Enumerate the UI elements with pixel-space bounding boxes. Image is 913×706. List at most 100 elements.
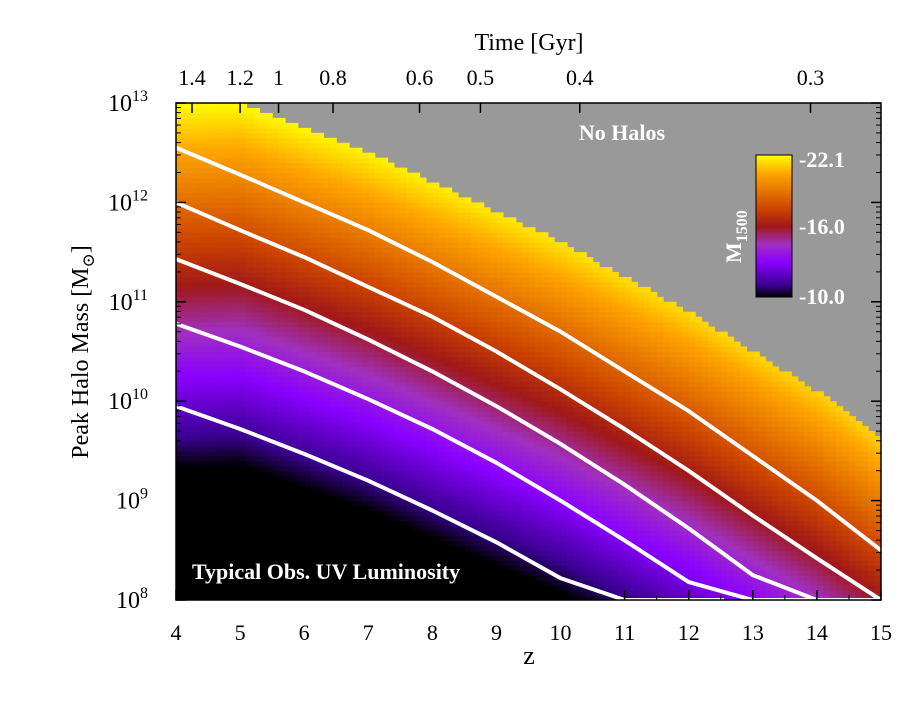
heatmap-cell bbox=[233, 252, 241, 258]
heatmap-cell bbox=[188, 545, 196, 551]
heatmap-cell bbox=[451, 281, 459, 288]
heatmap-cell bbox=[201, 127, 209, 134]
heatmap-cell bbox=[464, 575, 472, 581]
heatmap-cell bbox=[477, 475, 485, 482]
heatmap-cell bbox=[240, 157, 248, 164]
heatmap-cell bbox=[496, 301, 504, 308]
heatmap-cell bbox=[393, 570, 401, 576]
heatmap-cell bbox=[464, 391, 472, 397]
heatmap-cell bbox=[438, 560, 446, 566]
heatmap-cell bbox=[368, 207, 376, 213]
heatmap-cell bbox=[464, 480, 472, 487]
heatmap-cell bbox=[355, 401, 363, 407]
heatmap-cell bbox=[387, 162, 395, 169]
heatmap-cell bbox=[522, 525, 530, 532]
heatmap-cell bbox=[323, 580, 331, 586]
heatmap-cell bbox=[381, 281, 389, 288]
heatmap-cell bbox=[284, 495, 292, 502]
heatmap-cell bbox=[304, 187, 312, 194]
heatmap-cell bbox=[252, 475, 260, 482]
heatmap-cell bbox=[483, 296, 491, 303]
heatmap-cell bbox=[278, 252, 286, 258]
heatmap-cell bbox=[240, 112, 248, 119]
heatmap-cell bbox=[477, 311, 485, 318]
heatmap-cell bbox=[246, 411, 254, 417]
heatmap-cell bbox=[502, 306, 510, 313]
heatmap-cell bbox=[381, 510, 389, 517]
heatmap-cell bbox=[470, 590, 478, 596]
heatmap-cell bbox=[445, 366, 453, 372]
heatmap-cell bbox=[522, 431, 530, 437]
heatmap-cell bbox=[387, 192, 395, 199]
heatmap-cell bbox=[252, 361, 260, 368]
heatmap-cell bbox=[188, 112, 196, 119]
heatmap-cell bbox=[252, 142, 260, 149]
heatmap-cell bbox=[483, 480, 491, 487]
heatmap-cell bbox=[188, 291, 196, 298]
heatmap-cell bbox=[265, 386, 273, 392]
heatmap-cell bbox=[220, 331, 228, 338]
heatmap-cell bbox=[317, 490, 325, 497]
heatmap-cell bbox=[336, 247, 344, 253]
heatmap-cell bbox=[176, 177, 184, 184]
heatmap-cell bbox=[182, 177, 190, 184]
heatmap-cell bbox=[304, 455, 312, 462]
heatmap-cell bbox=[201, 366, 209, 372]
heatmap-cell bbox=[381, 316, 389, 323]
heatmap-cell bbox=[522, 316, 530, 323]
heatmap-cell bbox=[342, 177, 350, 184]
heatmap-cell bbox=[496, 475, 504, 482]
heatmap-cell bbox=[464, 371, 472, 377]
heatmap-cell bbox=[400, 590, 408, 596]
heatmap-cell bbox=[182, 480, 190, 487]
heatmap-cell bbox=[310, 386, 318, 392]
heatmap-cell bbox=[349, 271, 357, 278]
heatmap-cell bbox=[265, 580, 273, 586]
heatmap-cell bbox=[483, 470, 491, 477]
heatmap-cell bbox=[265, 595, 273, 600]
heatmap-cell bbox=[246, 187, 254, 194]
heatmap-cell bbox=[387, 595, 395, 600]
heatmap-cell bbox=[220, 560, 228, 566]
heatmap-cell bbox=[291, 306, 299, 313]
heatmap-cell bbox=[387, 281, 395, 288]
heatmap-cell bbox=[265, 306, 273, 313]
heatmap-cell bbox=[349, 217, 357, 223]
heatmap-cell bbox=[483, 371, 491, 377]
heatmap-cell bbox=[188, 475, 196, 482]
heatmap-cell bbox=[425, 565, 433, 571]
heatmap-cell bbox=[284, 252, 292, 258]
heatmap-cell bbox=[310, 316, 318, 323]
heatmap-cell bbox=[278, 172, 286, 179]
heatmap-cell bbox=[227, 112, 235, 119]
heatmap-cell bbox=[188, 306, 196, 313]
heatmap-cell bbox=[400, 406, 408, 412]
heatmap-cell bbox=[284, 465, 292, 472]
heatmap-cell bbox=[464, 555, 472, 561]
heatmap-cell bbox=[188, 286, 196, 293]
heatmap-cell bbox=[387, 311, 395, 318]
heatmap-cell bbox=[297, 271, 305, 278]
heatmap-cell bbox=[195, 465, 203, 472]
heatmap-cell bbox=[195, 490, 203, 497]
heatmap-cell bbox=[509, 391, 517, 397]
heatmap-cell bbox=[368, 202, 376, 208]
heatmap-cell bbox=[233, 470, 241, 477]
heatmap-cell bbox=[406, 172, 414, 179]
heatmap-cell bbox=[515, 331, 523, 338]
heatmap-cell bbox=[381, 520, 389, 527]
heatmap-cell bbox=[451, 257, 459, 263]
heatmap-cell bbox=[528, 545, 536, 551]
heatmap-cell bbox=[464, 396, 472, 402]
heatmap-cell bbox=[304, 565, 312, 571]
heatmap-cell bbox=[233, 480, 241, 487]
heatmap-cell bbox=[387, 575, 395, 581]
heatmap-cell bbox=[323, 455, 331, 462]
heatmap-cell bbox=[214, 291, 222, 298]
heatmap-cell bbox=[361, 406, 369, 412]
heatmap-cell bbox=[240, 585, 248, 591]
heatmap-cell bbox=[477, 480, 485, 487]
heatmap-cell bbox=[342, 575, 350, 581]
heatmap-cell bbox=[445, 386, 453, 392]
heatmap-cell bbox=[310, 356, 318, 363]
